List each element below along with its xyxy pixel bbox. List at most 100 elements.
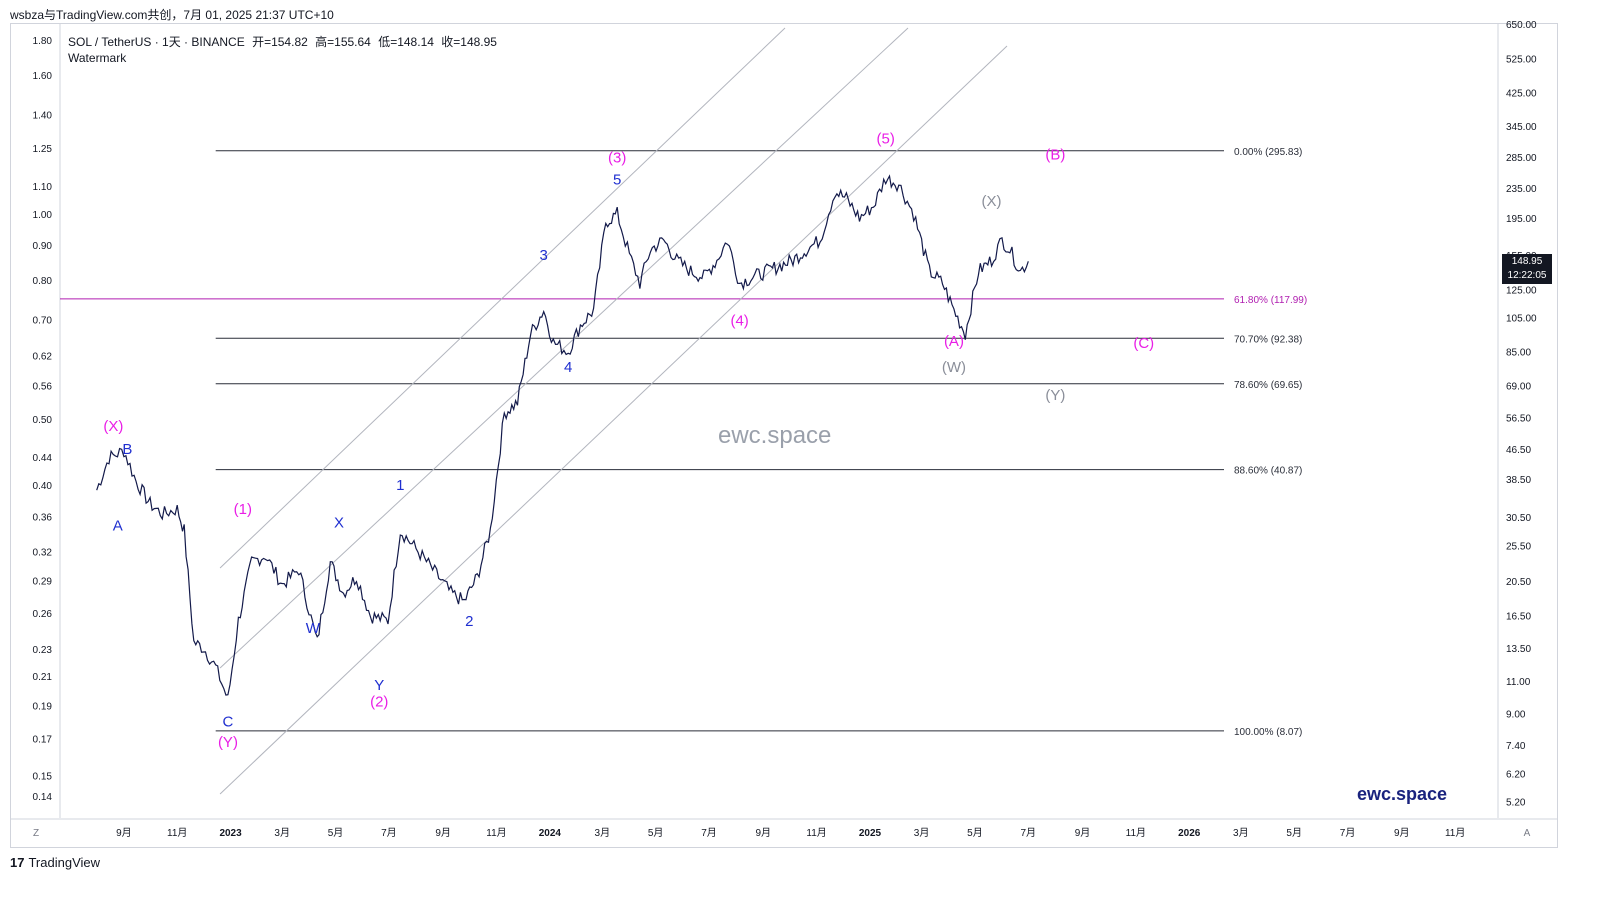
wave-label: C <box>223 713 234 730</box>
wave-label: (2) <box>370 693 388 710</box>
legend-high: 高=155.64 <box>315 35 371 49</box>
tradingview-logo-icon: 17 <box>10 855 25 870</box>
x-axis-tick: 7月 <box>1021 827 1037 839</box>
left-axis-tick: 0.90 <box>33 241 53 252</box>
right-axis-tick: 56.50 <box>1506 413 1531 424</box>
fib-level-label: 0.00% (295.83) <box>1234 147 1302 158</box>
right-axis-tick: 525.00 <box>1506 54 1537 65</box>
x-axis-tick: 9月 <box>1075 827 1091 839</box>
x-axis-tick: 3月 <box>274 827 290 839</box>
wave-label: X <box>334 515 344 532</box>
channel-line <box>219 27 786 569</box>
left-axis-tick: 0.50 <box>33 415 53 426</box>
fib-level-label: 70.70% (92.38) <box>1234 334 1302 345</box>
left-axis-tick: 0.70 <box>33 316 53 327</box>
left-axis-tick: 1.40 <box>33 110 53 121</box>
x-axis-tick: 5月 <box>328 827 344 839</box>
tradingview-logo[interactable]: 17 TradingView <box>10 855 100 870</box>
right-axis-tick: 85.00 <box>1506 348 1531 359</box>
x-axis-tick: 11月 <box>167 827 187 839</box>
right-axis-tick: 650.00 <box>1506 20 1537 31</box>
right-axis-tick: 235.00 <box>1506 184 1537 195</box>
wave-label: 1 <box>396 477 404 494</box>
x-axis-tick: 11月 <box>486 827 506 839</box>
wave-label: (3) <box>608 150 626 167</box>
right-axis-tick: 6.20 <box>1506 769 1526 780</box>
timezone-button[interactable]: Z <box>32 828 40 839</box>
right-axis-tick: 195.00 <box>1506 214 1537 225</box>
left-axis-tick: 0.62 <box>33 352 53 363</box>
x-axis-tick: 9月 <box>435 827 451 839</box>
left-axis-tick: 1.25 <box>33 144 53 155</box>
x-axis-tick: 9月 <box>755 827 771 839</box>
left-axis-tick: 1.80 <box>33 36 53 47</box>
left-axis-tick: 0.26 <box>33 609 53 620</box>
legend-low: 低=148.14 <box>378 35 434 49</box>
left-axis-tick: 1.00 <box>33 210 53 221</box>
legend-symbol: SOL / TetherUS · 1天 · BINANCE <box>68 35 245 49</box>
axes: 650.00525.00425.00345.00285.00235.00195.… <box>10 20 1557 839</box>
x-axis-tick: 9月 <box>1394 827 1410 839</box>
left-axis-tick: 0.44 <box>33 453 53 464</box>
channel-line <box>219 27 909 669</box>
wave-label: (X) <box>103 418 123 435</box>
left-axis-tick: 0.36 <box>33 512 53 523</box>
fib-level-label: 88.60% (40.87) <box>1234 466 1302 477</box>
left-axis-tick: 0.32 <box>33 547 53 558</box>
left-axis-tick: 0.14 <box>33 792 53 803</box>
right-axis-tick: 345.00 <box>1506 122 1537 133</box>
x-axis-tick: 5月 <box>967 827 983 839</box>
wave-label: A <box>113 518 123 535</box>
x-axis-tick: 5月 <box>1286 827 1302 839</box>
x-axis-tick: 2024 <box>539 828 562 839</box>
brand-watermark: ewc.space <box>1357 784 1448 804</box>
fib-level-label: 61.80% (117.99) <box>1234 295 1307 306</box>
wave-label: 5 <box>613 171 621 188</box>
left-axis-tick: 0.23 <box>33 645 53 656</box>
right-axis-tick: 105.00 <box>1506 314 1537 325</box>
right-axis-tick: 425.00 <box>1506 88 1537 99</box>
x-axis-tick: 7月 <box>381 827 397 839</box>
symbol-legend: SOL / TetherUS · 1天 · BINANCE 开=154.82 高… <box>68 33 501 50</box>
last-price-tag: 148.95 12:22:05 <box>1502 254 1552 284</box>
x-axis-tick: 2023 <box>219 828 242 839</box>
wave-label: (B) <box>1045 147 1065 164</box>
fib-retracement: 0.00% (295.83) 61.80% (117.99) 70.70% (92.… <box>60 147 1307 738</box>
wave-label: (C) <box>1133 335 1154 352</box>
left-axis-tick: 0.21 <box>33 672 53 683</box>
center-watermark: ewc.space <box>718 422 832 449</box>
x-axis-tick: 5月 <box>648 827 664 839</box>
x-axis-tick: 3月 <box>914 827 930 839</box>
wave-label: B <box>122 441 132 458</box>
last-price: 148.95 <box>1511 256 1543 267</box>
left-axis-tick: 0.29 <box>33 576 53 587</box>
chart-frame <box>10 23 1558 848</box>
price-line <box>96 174 1029 696</box>
x-axis-tick: 7月 <box>701 827 717 839</box>
x-axis-tick: 9月 <box>116 827 132 839</box>
fib-level-label: 78.60% (69.65) <box>1234 380 1302 391</box>
wave-label: (W) <box>942 359 966 376</box>
wave-annotations: (X) B A (1) C (Y) X W Y(2) 1 2 3 4 5 (3) (4) (5) (B) (X) (A… <box>103 130 1154 751</box>
left-axis-tick: 1.60 <box>33 71 53 82</box>
left-axis-tick: 0.80 <box>33 276 53 287</box>
right-axis-tick: 13.50 <box>1506 644 1531 655</box>
right-axis-tick: 7.40 <box>1506 741 1526 752</box>
bar-countdown: 12:22:05 <box>1507 270 1547 281</box>
left-axis-tick: 0.15 <box>33 772 53 783</box>
right-axis-tick: 69.00 <box>1506 381 1531 392</box>
channel-line <box>219 45 1008 795</box>
right-axis-tick: 30.50 <box>1506 513 1531 524</box>
legend-open: 开=154.82 <box>252 35 308 49</box>
wave-label: (4) <box>730 312 748 329</box>
wave-label: (1) <box>234 501 252 518</box>
x-axis-tick: 3月 <box>1233 827 1249 839</box>
wave-label: 3 <box>540 247 548 264</box>
x-axis-tick: 2026 <box>1178 828 1201 839</box>
wave-label: (5) <box>877 130 895 147</box>
auto-scale-button[interactable]: A <box>1523 828 1531 839</box>
right-axis-tick: 46.50 <box>1506 445 1531 456</box>
wave-label: (Y) <box>218 734 238 751</box>
fib-level-label: 100.00% (8.07) <box>1234 727 1302 738</box>
